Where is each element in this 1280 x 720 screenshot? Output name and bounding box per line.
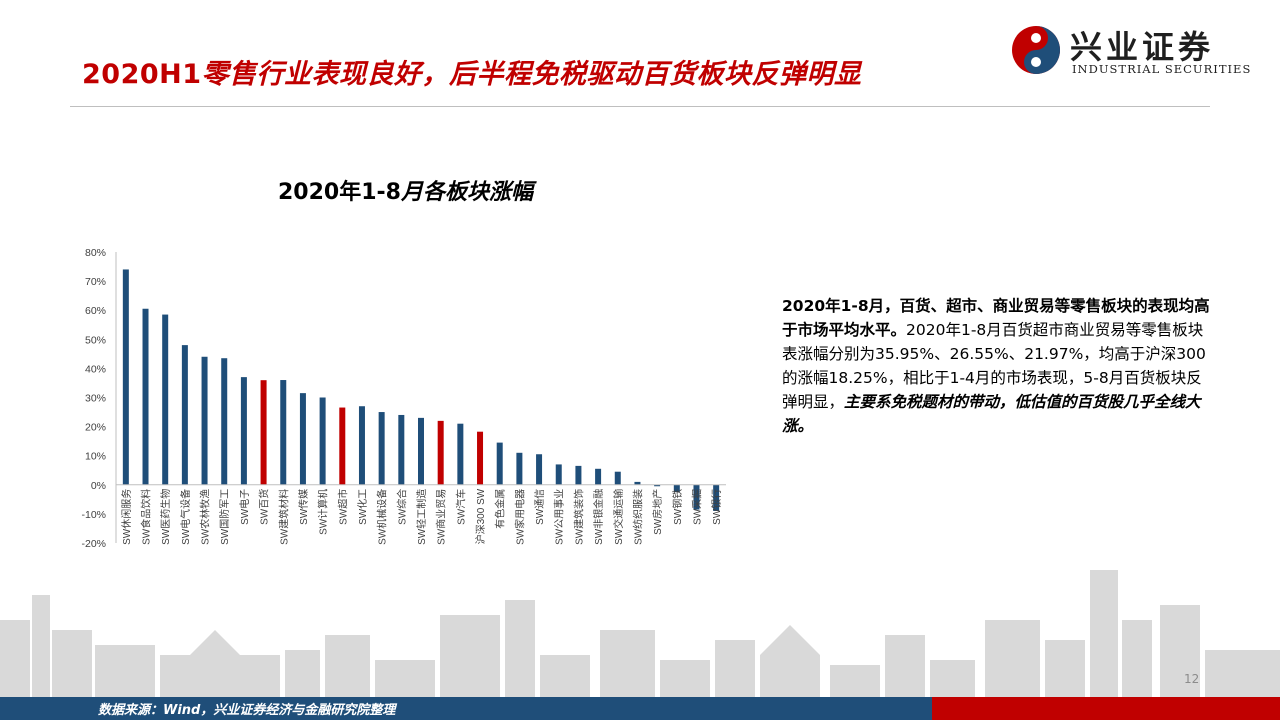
- x-tick-label: SW汽车: [454, 489, 467, 525]
- commentary-normal: 2020年1-8月百货超市商业贸易等零售板块表涨幅分别为35.95%、26.55…: [782, 321, 1206, 411]
- bar: [477, 431, 484, 485]
- x-tick-label: SW计算机: [317, 489, 330, 535]
- bar: [536, 454, 543, 485]
- logo-name-en: INDUSTRIAL SECURITIES: [1072, 62, 1252, 76]
- bar: [457, 423, 464, 485]
- bar: [240, 377, 247, 485]
- bar: [201, 356, 208, 485]
- x-tick-label: SW交通运输: [612, 489, 625, 545]
- data-source: 数据来源：Wind，兴业证券经济与金融研究院整理: [98, 703, 396, 718]
- y-tick-label: 0%: [91, 480, 106, 492]
- y-tick-label: -10%: [81, 509, 106, 521]
- y-tick-label: 50%: [85, 334, 106, 346]
- bar: [555, 464, 562, 485]
- x-tick-label: SW综合: [395, 489, 408, 525]
- page-number: 12: [1184, 672, 1200, 686]
- header-divider: [70, 106, 1210, 107]
- x-tick-label: SW建筑材料: [277, 489, 290, 545]
- y-tick-label: 10%: [85, 451, 106, 463]
- page-title-prefix: 2020H1: [82, 59, 202, 90]
- y-tick-label: 30%: [85, 393, 106, 405]
- x-tick-label: SW机械设备: [376, 489, 389, 545]
- commentary-bold-italic: 主要系免税题材的带动，低估值的百货股几乎全线大涨。: [782, 393, 1201, 435]
- x-tick-label: SW轻工制造: [415, 489, 428, 545]
- y-tick-label: 80%: [85, 247, 106, 259]
- x-tick-label: SW食品饮料: [140, 489, 153, 545]
- bar: [358, 406, 365, 485]
- chart-title-part1: 2020年1-8: [278, 180, 401, 205]
- bar: [673, 484, 680, 493]
- x-tick-label: SW休闲服务: [120, 489, 133, 545]
- bar: [162, 314, 169, 485]
- x-tick-label: SW农林牧渔: [199, 489, 212, 545]
- bar: [575, 465, 582, 485]
- bar: [260, 380, 267, 485]
- bar: [595, 468, 602, 485]
- city-skyline-decoration: [0, 570, 1280, 700]
- bar: [378, 412, 385, 485]
- logo-mark-icon: [1012, 26, 1060, 74]
- x-tick-label: SW通信: [534, 489, 546, 525]
- x-tick-label: SW电气设备: [179, 489, 192, 545]
- x-tick-label: SW公用事业: [553, 489, 566, 545]
- y-tick-label: -20%: [81, 538, 106, 550]
- x-tick-label: SW银行: [710, 489, 723, 525]
- x-tick-label: SW建筑装饰: [572, 489, 585, 545]
- x-tick-label: SW纺织服装: [631, 489, 644, 545]
- bar: [614, 471, 621, 485]
- commentary: 2020年1-8月，百货、超市、商业贸易等零售板块的表现均高于市场平均水平。20…: [782, 294, 1212, 438]
- bar: [634, 481, 641, 485]
- chart-title-part2: 月各板块涨幅: [400, 180, 533, 205]
- bar: [142, 308, 149, 485]
- bar: [654, 484, 661, 487]
- page-title: 2020H1零售行业表现良好，后半程免税驱动百货板块反弹明显: [82, 52, 862, 91]
- bar: [221, 358, 228, 485]
- bar: [319, 397, 326, 485]
- x-tick-label: SW商业贸易: [435, 489, 448, 545]
- bar: [418, 417, 424, 485]
- bar: [496, 442, 503, 485]
- y-tick-label: 60%: [85, 305, 106, 317]
- bar: [516, 452, 523, 485]
- x-tick-label: SW钢铁: [671, 489, 684, 525]
- commentary-bold: 2020年1-8月，百货、超市、商业贸易等零售板块的表现均高于市场平均水平。: [782, 297, 1210, 339]
- x-tick-label: SW医药生物: [159, 489, 172, 545]
- bar: [398, 414, 405, 485]
- x-tick-label: SW超市: [336, 489, 349, 525]
- logo-name-cn: 兴业证券: [1070, 28, 1215, 66]
- page-title-rest: 零售行业表现良好，后半程免税驱动百货板块反弹明显: [201, 59, 862, 90]
- bar: [280, 380, 287, 485]
- y-tick-label: 70%: [85, 276, 106, 288]
- x-tick-label: SW传媒: [298, 489, 310, 525]
- bar: [181, 345, 188, 485]
- x-tick-label: SW百货: [258, 489, 271, 525]
- x-tick-label: SW房地产: [651, 489, 664, 535]
- bar: [339, 407, 346, 485]
- footer-accent: [932, 697, 1280, 720]
- x-tick-label: 沪深300 SW: [474, 488, 487, 544]
- bar: [713, 484, 720, 511]
- x-tick-label: SW家用电器: [513, 489, 526, 545]
- chart-title: 2020年1-8月各板块涨幅: [278, 174, 533, 206]
- x-tick-label: SW化工: [356, 489, 369, 525]
- x-tick-label: SW国防军工: [218, 489, 231, 545]
- y-tick-label: 20%: [85, 422, 106, 434]
- x-tick-label: SW非银金融: [592, 489, 605, 545]
- bar: [693, 484, 700, 510]
- bar: [437, 420, 444, 485]
- x-tick-label: SW电子: [238, 489, 251, 525]
- bar-chart: 80% 70% 60% 50% 40% 30% 20% 10% 0% -10% -20% SW休闲服务…: [81, 247, 726, 550]
- company-logo: 兴业证券 INDUSTRIAL SECURITIES: [1010, 22, 1260, 82]
- bar: [122, 269, 129, 485]
- y-tick-label: 40%: [85, 363, 106, 375]
- bar: [299, 393, 306, 485]
- x-tick-label: 有色金属: [494, 489, 507, 529]
- x-tick-label: SW采掘: [690, 489, 703, 525]
